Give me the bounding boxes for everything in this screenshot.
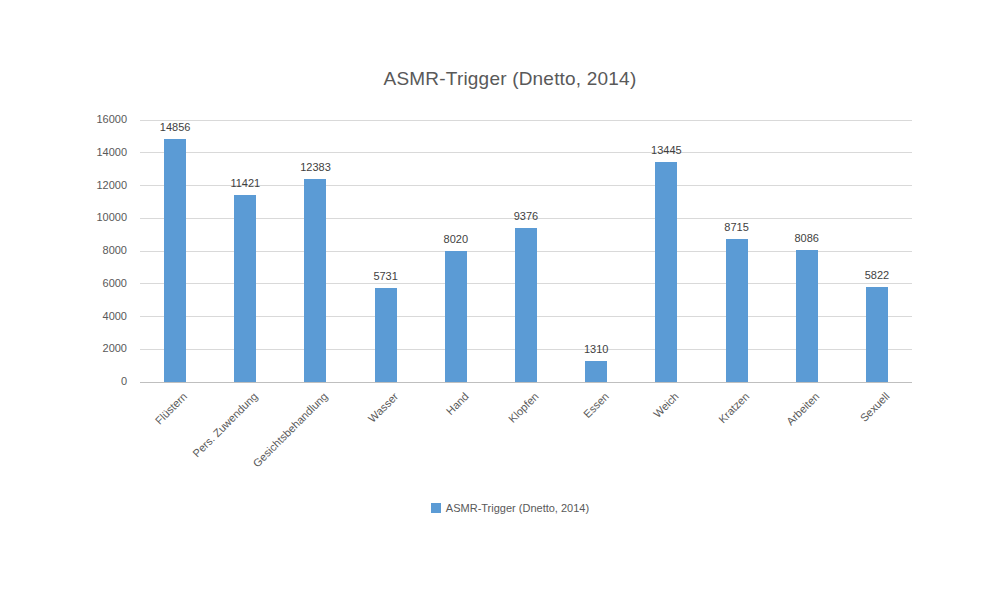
x-axis-label: Gesichtsbehandlung <box>251 390 330 469</box>
y-axis-tick-label: 8000 <box>62 244 127 256</box>
bar-value-label: 8715 <box>702 221 772 233</box>
bar-7 <box>585 361 607 382</box>
y-axis-tick-label: 0 <box>62 375 127 387</box>
bar-4 <box>375 288 397 382</box>
bar-value-label: 1310 <box>561 343 631 355</box>
bar-value-label: 12383 <box>280 161 350 173</box>
bar-value-label: 13445 <box>631 144 701 156</box>
y-axis-tick-label: 2000 <box>62 342 127 354</box>
x-axis-label: Klopfen <box>506 390 541 425</box>
bar-6 <box>515 228 537 382</box>
x-axis-label: Flüstern <box>153 390 190 427</box>
bar-10 <box>796 250 818 382</box>
y-axis-tick-label: 14000 <box>62 146 127 158</box>
y-axis-tick-label: 6000 <box>62 277 127 289</box>
x-axis-label: Essen <box>581 390 611 420</box>
bar-2 <box>234 195 256 382</box>
bar-value-label: 9376 <box>491 210 561 222</box>
y-axis-tick-label: 16000 <box>62 113 127 125</box>
x-axis-label: Wasser <box>366 390 401 425</box>
plot-area <box>140 120 912 382</box>
y-axis-tick-label: 10000 <box>62 211 127 223</box>
x-axis-line <box>140 382 912 383</box>
x-axis-label: Kratzen <box>716 390 751 425</box>
bar-value-label: 14856 <box>140 121 210 133</box>
gridline <box>140 120 912 121</box>
gridline <box>140 152 912 153</box>
x-axis-label: Arbeiten <box>784 390 821 427</box>
bar-11 <box>866 287 888 382</box>
bar-value-label: 8086 <box>772 232 842 244</box>
y-axis-tick-label: 4000 <box>62 310 127 322</box>
x-axis-label: Sexuell <box>857 390 891 424</box>
legend: ASMR-Trigger (Dnetto, 2014) <box>0 502 1000 514</box>
bar-value-label: 8020 <box>421 233 491 245</box>
y-axis-tick-label: 12000 <box>62 179 127 191</box>
bar-9 <box>726 239 748 382</box>
legend-swatch-icon <box>431 503 441 513</box>
bar-value-label: 5822 <box>842 269 912 281</box>
x-axis-label: Weich <box>651 390 681 420</box>
legend-label: ASMR-Trigger (Dnetto, 2014) <box>446 502 589 514</box>
chart: ASMR-Trigger (Dnetto, 2014) 0 2000 4000 600… <box>0 0 1000 600</box>
bar-5 <box>445 251 467 382</box>
bar-value-label: 5731 <box>351 270 421 282</box>
bar-8 <box>655 162 677 382</box>
bar-1 <box>164 139 186 382</box>
chart-title: ASMR-Trigger (Dnetto, 2014) <box>20 68 1000 90</box>
bar-value-label: 11421 <box>210 177 280 189</box>
bar-3 <box>304 179 326 382</box>
x-axis-label: Hand <box>443 390 470 417</box>
x-axis-label: Pers. Zuwendung <box>190 390 259 459</box>
